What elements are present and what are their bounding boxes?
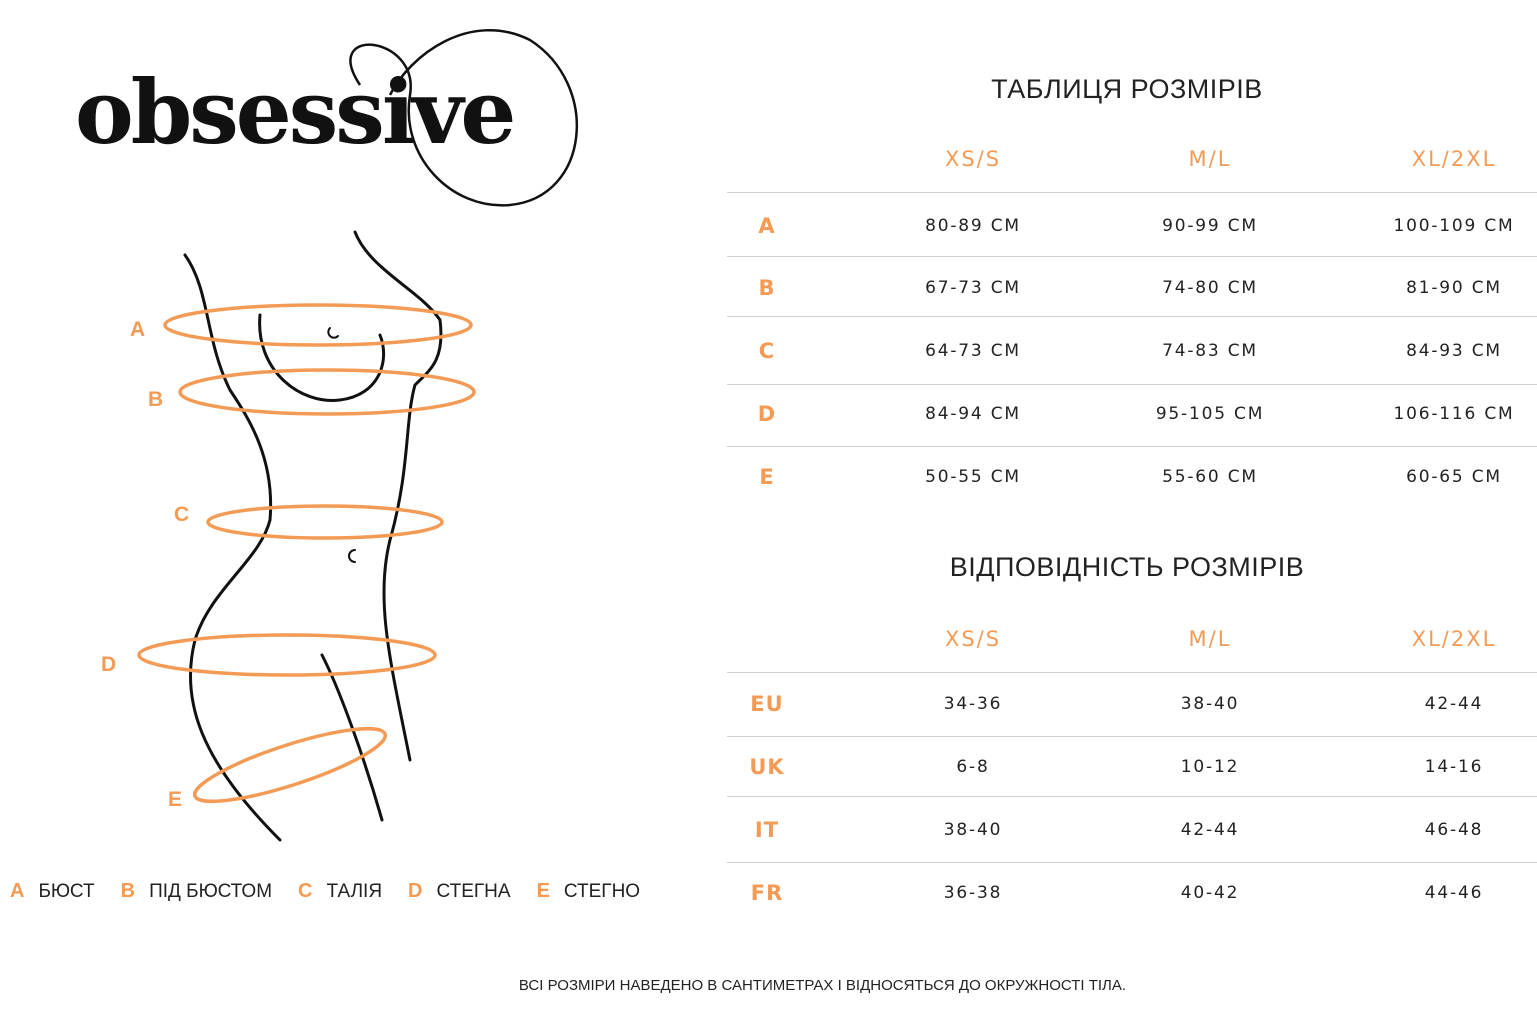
size-table-cell: 106-116 CM [1393,404,1515,424]
conversion-table-row-label: EU [750,692,784,716]
size-table-cell: 60-65 CM [1406,467,1502,487]
figure-label-e: E [168,788,183,811]
conversion-table-row-label: IT [754,818,780,842]
size-table-cell: 55-60 CM [1162,467,1258,487]
divider [727,672,1537,673]
divider [727,796,1537,797]
size-table-title: ТАБЛИЦЯ РОЗМІРІВ [991,74,1263,104]
conversion-table-cell: 42-44 [1424,694,1484,714]
size-table-row-label: A [758,214,776,238]
figure-label-a: A [130,318,146,341]
size-table-column-header: XL/2XL [1411,147,1497,171]
conversion-table-cell: 34-36 [943,694,1003,714]
legend-item: A БЮСТ [10,880,95,903]
legend-key: C [298,880,313,902]
conversion-table-row-label: FR [750,881,784,905]
legend-item: D СТЕГНА [408,880,511,903]
legend-item: B ПІД БЮСТОМ [121,880,272,903]
size-table-cell: 81-90 CM [1406,278,1502,298]
conversion-table-cell: 6-8 [956,757,990,777]
figure-label-d: D [101,653,117,676]
conversion-table-cell: 40-42 [1180,883,1240,903]
size-table-column-header: M/L [1188,147,1232,171]
size-table-row-label: B [758,276,776,300]
divider [727,316,1537,317]
conversion-table-cell: 14-16 [1424,757,1484,777]
divider [727,384,1537,385]
legend-key: D [408,880,423,902]
legend-key: A [10,880,25,902]
size-table-cell: 67-73 CM [925,278,1021,298]
legend-label: СТЕГНО [563,880,641,902]
size-table-cell: 95-105 CM [1155,404,1265,424]
size-table-cell: 90-99 CM [1162,216,1258,236]
size-table-row-label: C [758,339,776,363]
conversion-table-row-label: UK [749,755,785,779]
legend-key: E [536,880,550,902]
footer-note: ВСІ РОЗМІРИ НАВЕДЕНО В САНТИМЕТРАХ І ВІД… [518,977,1127,994]
conversion-table-column-header: XS/S [944,627,1002,651]
size-table-cell: 84-94 CM [925,404,1021,424]
figure-label-b: B [148,388,164,411]
body-figure-illustration [137,230,476,842]
conversion-table-cell: 38-40 [943,820,1003,840]
conversion-table-cell: 36-38 [943,883,1003,903]
measurement-legend: A БЮСТ B ПІД БЮСТОМ C ТАЛІЯ D СТЕГНА E СТЕГНО [10,880,666,903]
legend-item: E СТЕГНО [537,880,641,903]
size-table-cell: 100-109 CM [1393,216,1515,236]
legend-key: B [120,880,136,902]
legend-label: ТАЛІЯ [326,880,383,902]
legend-label: ПІД БЮСТОМ [149,880,273,902]
conversion-table-cell: 46-48 [1424,820,1484,840]
conversion-table-cell: 10-12 [1180,757,1240,777]
size-table-cell: 80-89 CM [925,216,1021,236]
conversion-table-column-header: M/L [1188,627,1232,651]
conversion-table-cell: 38-40 [1180,694,1240,714]
size-table-cell: 50-55 CM [925,467,1021,487]
divider [727,862,1537,863]
legend-label: БЮСТ [38,880,95,902]
divider [727,736,1537,737]
size-table-cell: 64-73 CM [925,341,1021,361]
figure-label-c: C [174,503,190,526]
conversion-table-cell: 44-46 [1424,883,1484,903]
size-table-row-label: E [759,465,775,489]
size-table-cell: 74-83 CM [1162,341,1258,361]
conversion-table-cell: 42-44 [1180,820,1240,840]
brand-logo: obsessive [75,60,516,164]
divider [727,256,1537,257]
divider [727,192,1537,193]
conversion-table-column-header: XL/2XL [1411,627,1497,651]
size-table-cell: 84-93 CM [1406,341,1502,361]
size-table-cell: 74-80 CM [1162,278,1258,298]
logo-swirl [349,29,578,207]
legend-label: СТЕГНА [436,880,511,902]
legend-item: C ТАЛІЯ [298,880,382,903]
size-table-column-header: XS/S [944,147,1002,171]
divider [727,446,1537,447]
conversion-table-title: ВІДПОВІДНІСТЬ РОЗМІРІВ [949,552,1305,582]
size-table-row-label: D [757,402,777,426]
